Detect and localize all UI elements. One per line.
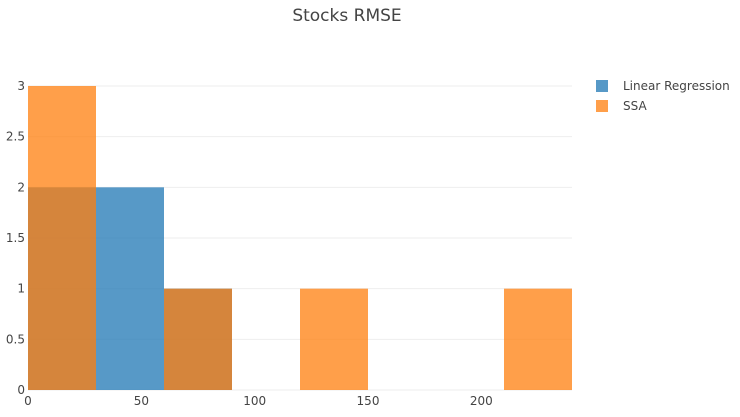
bar-ssa-0[interactable] xyxy=(28,86,96,390)
bar-ssa-4[interactable] xyxy=(300,288,368,390)
legend-swatch-linear-regression[interactable] xyxy=(596,80,608,92)
x-tick-label-1: 50 xyxy=(134,394,149,408)
bar-ssa-7[interactable] xyxy=(504,288,572,390)
x-tick-label-2: 100 xyxy=(243,394,266,408)
bar-ssa-2[interactable] xyxy=(164,288,232,390)
chart-title: Stocks RMSE xyxy=(292,6,401,26)
y-axis: 0 0.5 1 1.5 2 2.5 3 xyxy=(6,79,25,397)
x-axis: 0 50 100 150 200 xyxy=(24,394,493,408)
y-tick-label-5: 2.5 xyxy=(6,130,25,144)
legend-label-ssa[interactable]: SSA xyxy=(623,99,647,113)
x-tick-label-0: 0 xyxy=(24,394,32,408)
y-tick-label-4: 2 xyxy=(17,180,25,194)
x-tick-label-4: 200 xyxy=(470,394,493,408)
legend-swatch-ssa[interactable] xyxy=(596,100,608,112)
bar-linear-regression-1[interactable] xyxy=(96,187,164,390)
legend[interactable]: Linear Regression SSA xyxy=(596,79,730,113)
y-tick-label-3: 1.5 xyxy=(6,231,25,245)
y-tick-label-1: 0.5 xyxy=(6,332,25,346)
bars xyxy=(28,86,572,390)
legend-label-linear-regression[interactable]: Linear Regression xyxy=(623,79,730,93)
y-tick-label-2: 1 xyxy=(17,282,25,296)
y-tick-label-0: 0 xyxy=(17,383,25,397)
y-tick-label-6: 3 xyxy=(17,79,25,93)
x-tick-label-3: 150 xyxy=(357,394,380,408)
